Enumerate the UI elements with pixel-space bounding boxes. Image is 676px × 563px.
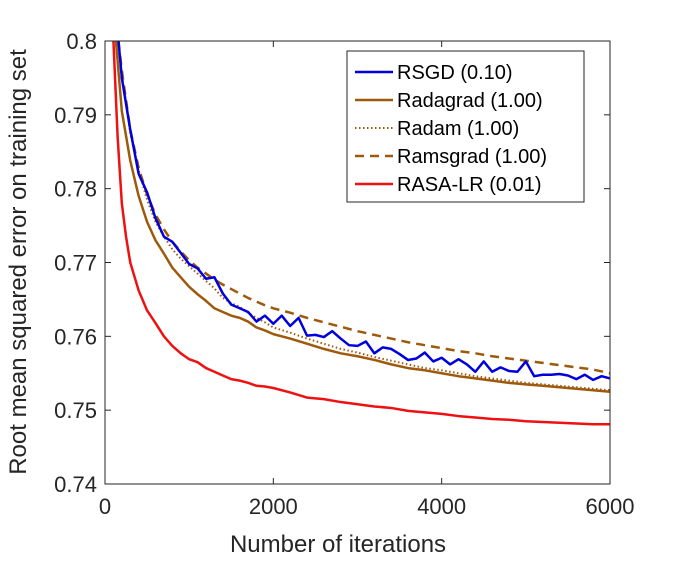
y-tick-label: 0.78 (54, 177, 97, 202)
legend-label: Ramsgrad (1.00) (397, 146, 547, 168)
x-tick-label: 6000 (586, 494, 635, 519)
y-tick-label: 0.79 (54, 103, 97, 128)
x-tick-label: 4000 (417, 494, 466, 519)
x-tick-label: 0 (99, 494, 111, 519)
y-tick-label: 0.74 (54, 472, 97, 497)
y-axis-label: Root mean squared error on training set (5, 49, 32, 475)
y-tick-label: 0.8 (66, 29, 97, 54)
legend: RSGD (0.10) Radagrad (1.00) Radam (1.00) Ra… (346, 50, 585, 203)
y-tick-label: 0.75 (54, 398, 97, 423)
legend-label: Radam (1.00) (397, 118, 519, 140)
legend-label: Radagrad (1.00) (397, 90, 543, 112)
series-layer (112, 41, 610, 426)
x-axis-label: Number of iterations (230, 531, 446, 558)
legend-label: RSGD (0.10) (397, 62, 513, 84)
series-line (117, 41, 610, 375)
x-tick-label: 2000 (249, 494, 298, 519)
series-line (117, 41, 610, 382)
series-line (112, 41, 610, 426)
legend-box (346, 50, 585, 203)
y-tick-label: 0.76 (54, 324, 97, 349)
series-line (114, 41, 610, 393)
series-line (116, 41, 610, 392)
y-tick-label: 0.77 (54, 251, 97, 276)
legend-label: RASA-LR (0.01) (397, 174, 542, 196)
axes-layer: 0 2000 4000 6000 0.74 0.75 0.76 0.77 0.78 0.79 0.8 (54, 29, 634, 519)
